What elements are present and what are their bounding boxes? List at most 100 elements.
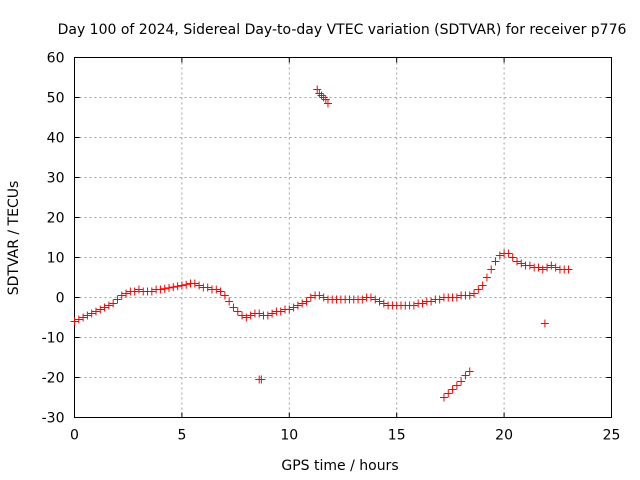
y-tick-label: 0	[56, 291, 65, 307]
data-point	[104, 301, 113, 310]
data-point	[130, 287, 139, 296]
data-point	[482, 273, 491, 282]
x-axis-label: GPS time / hours	[281, 458, 398, 474]
data-point	[134, 285, 143, 294]
data-point	[448, 385, 457, 394]
data-point	[263, 311, 272, 320]
data-point	[289, 303, 298, 312]
data-point	[117, 291, 126, 300]
data-point	[268, 309, 277, 318]
data-point	[366, 293, 375, 302]
data-point	[79, 313, 88, 322]
data-point	[306, 293, 315, 302]
data-point	[109, 299, 118, 308]
data-point	[317, 91, 326, 100]
data-point	[190, 279, 199, 288]
grid	[74, 57, 612, 418]
data-point	[257, 375, 266, 384]
data-point	[203, 283, 212, 292]
data-point	[470, 289, 479, 298]
data-point	[242, 313, 251, 322]
data-point	[212, 285, 221, 294]
data-point	[302, 297, 311, 306]
data-point	[457, 377, 466, 386]
data-point	[452, 381, 461, 390]
data-point	[233, 307, 242, 316]
data-point	[91, 307, 100, 316]
data-point	[465, 291, 474, 300]
data-point	[427, 297, 436, 306]
data-point	[229, 303, 238, 312]
data-point	[177, 281, 186, 290]
y-axis-label: SDTVAR / TECUs	[6, 181, 22, 296]
data-point	[70, 317, 79, 326]
data-point	[113, 295, 122, 304]
data-point	[461, 371, 470, 380]
data-point	[298, 299, 307, 308]
data-point	[195, 281, 204, 290]
data-point	[444, 389, 453, 398]
data-point	[508, 253, 517, 262]
data-point	[375, 297, 384, 306]
y-tick-label: 60	[47, 51, 65, 67]
data-point	[160, 284, 169, 293]
x-tick-label: 20	[495, 428, 513, 444]
x-tick-label: 25	[603, 428, 621, 444]
x-tick-label: 0	[70, 428, 79, 444]
data-point	[238, 311, 247, 320]
data-point	[83, 311, 92, 320]
data-point	[512, 257, 521, 266]
data-point	[293, 301, 302, 310]
data-point	[165, 283, 174, 292]
chart-title: Day 100 of 2024, Sidereal Day-to-day VTE…	[58, 22, 627, 38]
data-point	[246, 311, 255, 320]
data-point	[564, 265, 573, 274]
data-point	[474, 285, 483, 294]
data-point	[478, 281, 487, 290]
x-tick-label: 15	[388, 428, 406, 444]
data-point	[100, 303, 109, 312]
data-point	[435, 295, 444, 304]
data-point	[285, 305, 294, 314]
data-point	[465, 367, 474, 376]
data-point	[551, 263, 560, 272]
y-tick-label: -10	[42, 331, 65, 347]
axis-ticks	[74, 57, 612, 418]
data-point	[87, 309, 96, 318]
plot-frame	[74, 57, 612, 418]
y-tick-labels: -30 -20 -10 0 10 20 30 40 50 60	[42, 51, 65, 427]
data-point	[517, 259, 526, 268]
data-point	[156, 285, 165, 294]
data-point	[547, 261, 556, 270]
data-point	[96, 305, 105, 314]
data-point	[169, 283, 178, 292]
data-point	[534, 263, 543, 272]
data-point	[182, 280, 191, 289]
data-point	[540, 319, 549, 328]
data-point	[315, 291, 324, 300]
data-point	[216, 287, 225, 296]
y-tick-label: 20	[47, 211, 65, 227]
data-point	[147, 287, 156, 296]
data-point	[418, 299, 427, 308]
data-points	[70, 85, 573, 402]
data-point	[315, 89, 324, 98]
x-tick-label: 10	[280, 428, 298, 444]
data-point	[319, 93, 328, 102]
data-point	[371, 295, 380, 304]
data-point	[525, 261, 534, 270]
y-tick-label: -30	[42, 411, 65, 427]
data-point	[543, 263, 552, 272]
data-point	[409, 301, 418, 310]
data-point	[321, 95, 330, 104]
data-point	[491, 257, 500, 266]
data-point	[319, 293, 328, 302]
data-point	[504, 249, 513, 258]
data-point	[122, 289, 131, 298]
data-point	[439, 393, 448, 402]
data-point	[313, 85, 322, 94]
y-tick-label: 50	[47, 91, 65, 107]
data-point	[220, 291, 229, 300]
data-point	[255, 309, 264, 318]
